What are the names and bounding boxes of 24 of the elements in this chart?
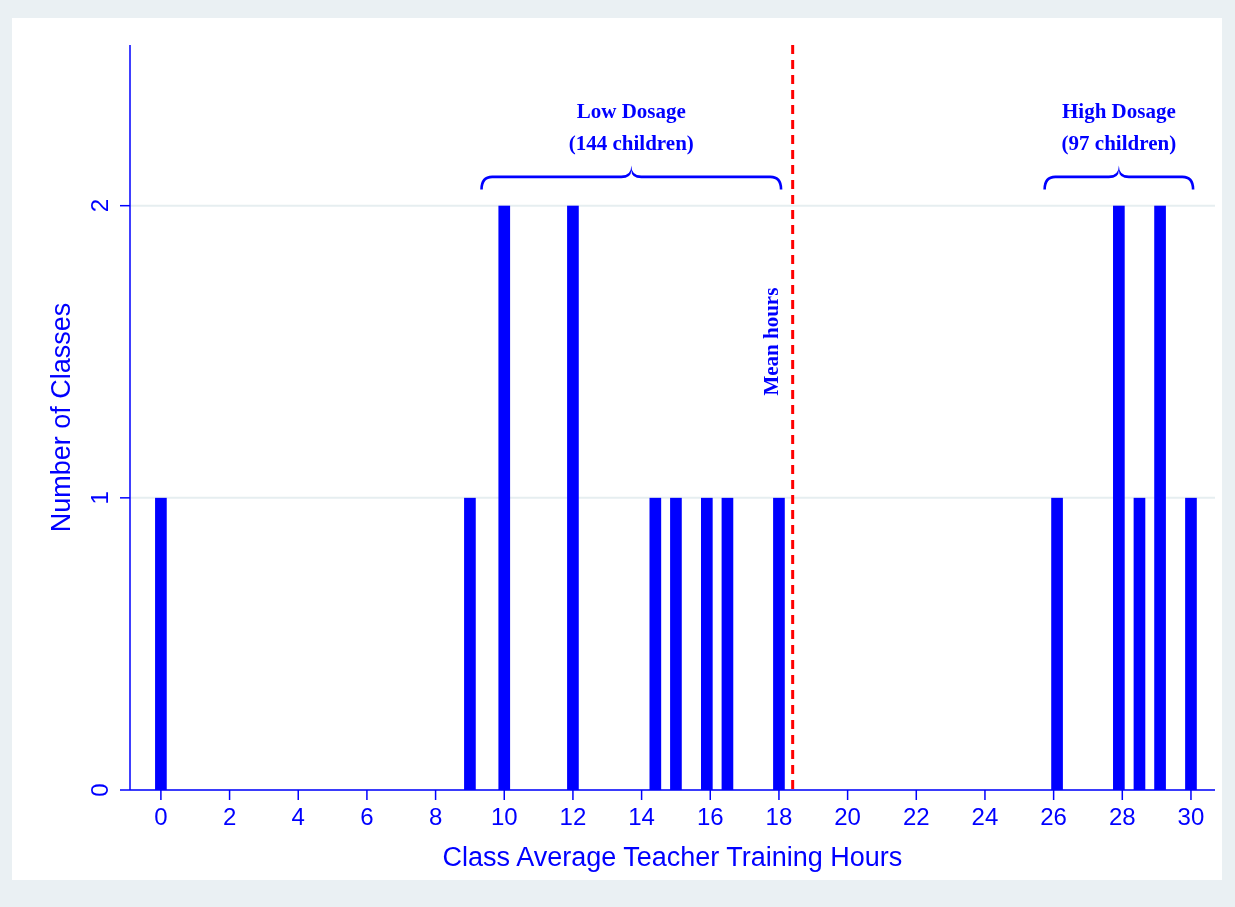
x-tick-label: 10 — [490, 803, 518, 830]
x-tick-label: 8 — [428, 803, 443, 830]
y-tick-label: 2 — [86, 199, 113, 213]
y-tick-label: 1 — [86, 491, 113, 505]
x-tick-label: 24 — [971, 803, 999, 830]
x-tick-label: 16 — [696, 803, 724, 830]
annotation: Low Dosage (144 children) — [568, 98, 694, 155]
ref-line-label: Mean hours — [758, 287, 783, 396]
x-tick-label: 12 — [559, 803, 587, 830]
x-tick-label: 6 — [360, 803, 374, 830]
x-tick-label: 0 — [154, 803, 168, 830]
y-tick-label: 0 — [86, 783, 113, 797]
x-tick-label: 28 — [1108, 803, 1136, 830]
x-tick-label: 22 — [902, 803, 930, 830]
x-tick-label: 18 — [765, 803, 793, 830]
x-tick-label: 4 — [291, 803, 305, 830]
x-tick-label: 20 — [834, 803, 861, 830]
x-tick-label: 30 — [1177, 803, 1205, 830]
x-tick-label: 26 — [1040, 803, 1067, 830]
x-tick-label: 14 — [628, 803, 655, 830]
annotation: High Dosage (97 children) — [1061, 98, 1177, 155]
x-tick-label: 2 — [222, 803, 237, 830]
x-axis-title: Class Average Teacher Training Hours — [442, 842, 903, 872]
y-axis-title: Number of Classes — [46, 302, 76, 533]
